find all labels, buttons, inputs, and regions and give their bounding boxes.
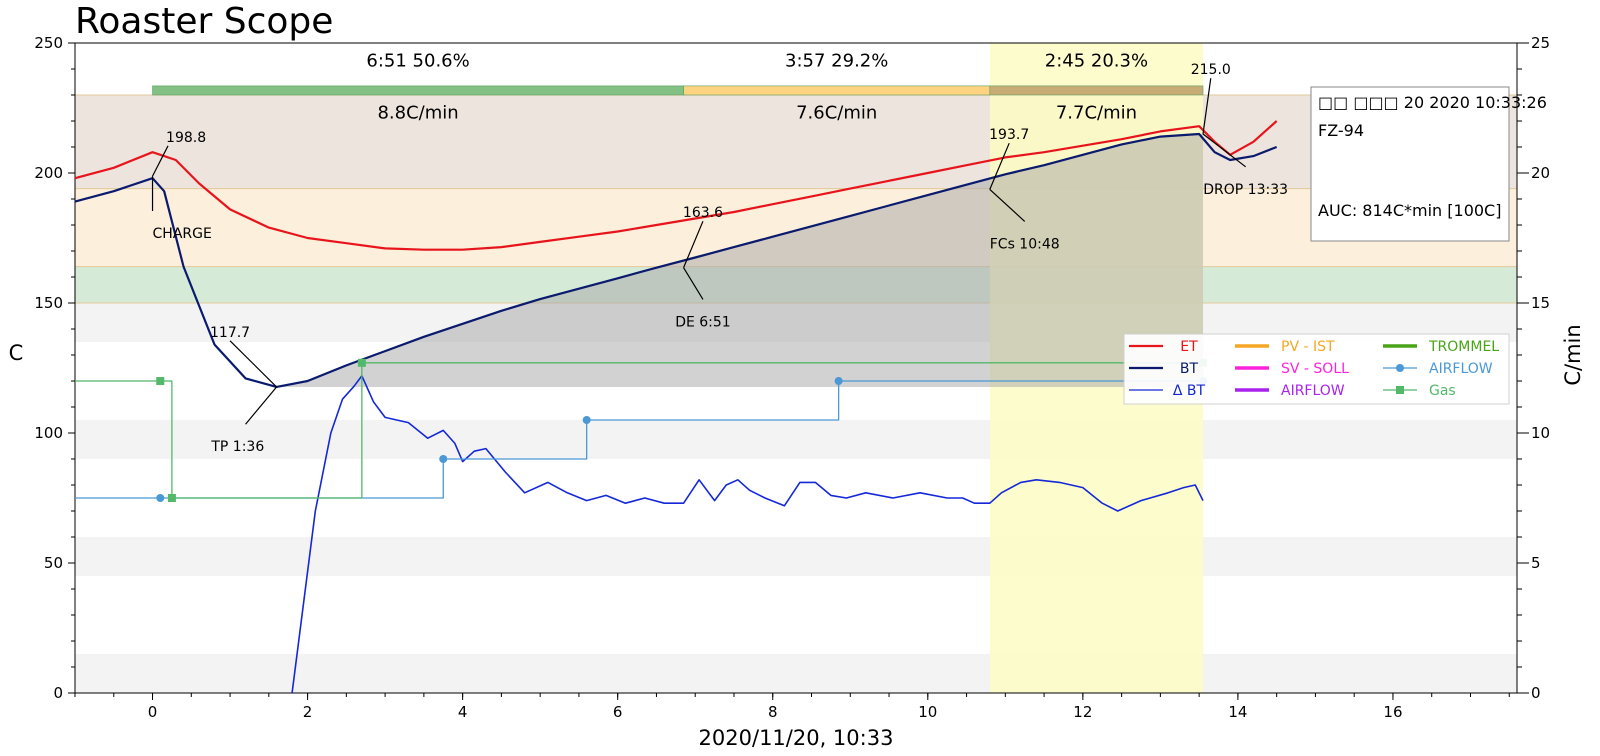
gas-marker — [156, 377, 165, 385]
y-left-tick-label: 100 — [34, 424, 63, 442]
y-right-tick-label: 10 — [1531, 424, 1550, 442]
annotation-leader — [989, 188, 1026, 222]
x-tick-label: 14 — [1228, 703, 1247, 721]
x-tick-label: 0 — [148, 703, 158, 721]
y-right-tick-label: 25 — [1531, 34, 1550, 52]
annotation-leader — [683, 267, 704, 300]
x-tick-label: 10 — [918, 703, 937, 721]
legend-label: Δ BT — [1173, 383, 1206, 399]
annotation-value: 198.8 — [166, 130, 206, 146]
y-left-tick-label: 150 — [34, 294, 63, 312]
airflow-marker — [439, 455, 448, 463]
airflow-marker — [834, 377, 843, 385]
airflow-marker — [582, 416, 591, 424]
phase-bar — [683, 85, 991, 96]
y-left-tick-label: 0 — [53, 684, 63, 702]
y-right-tick-label: 15 — [1531, 294, 1550, 312]
y-left-axis-label: C — [9, 341, 24, 365]
annotation-value: 215.0 — [1191, 62, 1231, 78]
legend-label: Gas — [1429, 383, 1456, 399]
phase-label: 3:57 29.2% — [785, 50, 888, 71]
phase-band — [75, 95, 1517, 189]
info-box — [1310, 86, 1510, 242]
x-tick-label: 16 — [1383, 703, 1402, 721]
auc-area — [276, 134, 1204, 387]
info-date: □□ □□□ 20 2020 10:33:26 — [1318, 93, 1547, 112]
legend-swatch-marker — [1396, 386, 1404, 394]
annotation-event: TP 1:36 — [210, 439, 264, 455]
x-tick-label: 12 — [1073, 703, 1092, 721]
phase-bar — [989, 85, 1204, 96]
annotation-leader — [989, 142, 1010, 190]
airflow-marker — [156, 494, 165, 502]
annotation-leader — [229, 340, 277, 388]
legend-label: AIRFLOW — [1429, 361, 1493, 377]
x-tick-label: 6 — [613, 703, 623, 721]
legend-label: AIRFLOW — [1281, 383, 1345, 399]
grid-row-band — [75, 420, 1517, 459]
y-right-tick-label: 5 — [1531, 554, 1541, 572]
legend-label: PV - IST — [1281, 339, 1335, 355]
info-roast-name: FZ-94 — [1318, 121, 1364, 140]
phase-rate-label: 7.6C/min — [796, 102, 877, 123]
y-right-axis-label: C/min — [1561, 324, 1585, 385]
legend-label: ET — [1180, 339, 1198, 355]
phase-bar — [152, 85, 684, 96]
annotation-leader — [151, 145, 169, 177]
annotation-leader — [1202, 78, 1212, 135]
annotation-leader — [245, 386, 278, 425]
plot-frame — [74, 42, 1518, 694]
info-auc: AUC: 814C*min [100C] — [1318, 201, 1501, 220]
legend-label: SV - SOLL — [1281, 361, 1349, 377]
gas-marker — [357, 358, 366, 367]
chart-title: Roaster Scope — [75, 1, 334, 42]
annotation-event: FCs 10:48 — [990, 236, 1060, 252]
legend-label: BT — [1180, 361, 1199, 377]
annotation-leader — [683, 220, 704, 268]
annotation-value: 163.6 — [683, 205, 723, 221]
annotation-event: DROP 13:33 — [1203, 182, 1288, 198]
y-left-tick-label: 250 — [34, 34, 63, 52]
x-tick-label: 2 — [303, 703, 313, 721]
phase-label: 6:51 50.6% — [366, 50, 469, 71]
y-left-tick-label: 50 — [44, 554, 63, 572]
annotation-value: 117.7 — [210, 325, 250, 341]
phase-rate-label: 8.8C/min — [377, 102, 458, 123]
annotation-event: DE 6:51 — [675, 314, 731, 330]
annotation-event: CHARGE — [153, 226, 212, 242]
grid-row-band — [75, 537, 1517, 576]
series-line-et — [74, 120, 1278, 251]
x-axis-label: 2020/11/20, 10:33 — [699, 726, 894, 750]
y-right-tick-label: 0 — [1531, 684, 1541, 702]
annotation-leader — [1202, 133, 1247, 168]
series-line-bt — [291, 374, 1204, 694]
gas-marker — [167, 494, 176, 502]
legend-swatch-marker — [1396, 364, 1404, 372]
x-tick-label: 8 — [768, 703, 778, 721]
legend-box — [1123, 333, 1510, 405]
annotation-value: 193.7 — [989, 127, 1029, 143]
y-left-tick-label: 200 — [34, 164, 63, 182]
legend-label: TROMMEL — [1428, 339, 1499, 355]
series-line-bt — [74, 132, 1278, 389]
phase-label: 2:45 20.3% — [1045, 50, 1148, 71]
phase-rate-label: 7.7C/min — [1056, 102, 1137, 123]
x-tick-label: 4 — [458, 703, 468, 721]
grid-row-band — [75, 654, 1517, 693]
y-right-tick-label: 20 — [1531, 164, 1550, 182]
